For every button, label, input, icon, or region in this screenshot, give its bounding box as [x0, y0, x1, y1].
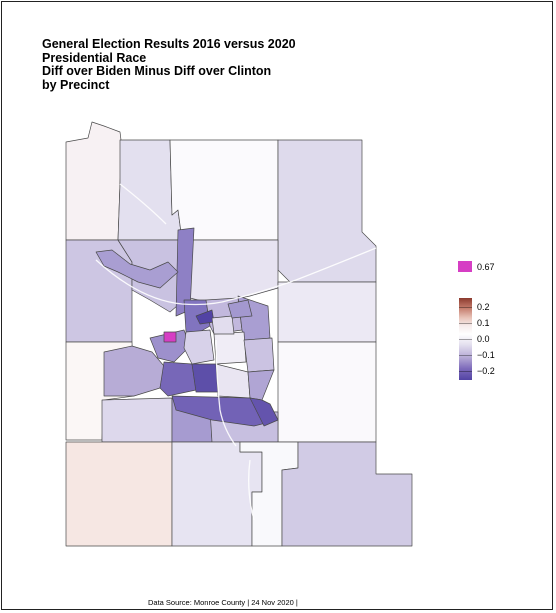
legend-tick-mark [459, 307, 472, 308]
legend-special-swatch [458, 261, 472, 272]
precinct-north-branch [95, 249, 179, 289]
precinct-core-west [103, 345, 165, 397]
legend-tick-mark [459, 339, 472, 340]
legend-tick-label: 0.2 [477, 302, 490, 312]
legend-tick-label: −0.1 [477, 350, 495, 360]
legend-special-label: 0.67 [477, 262, 495, 272]
precinct-highlight [163, 331, 177, 343]
precinct-core-h [191, 363, 219, 393]
precinct-sw [65, 441, 173, 547]
precinct-center-north [181, 239, 279, 303]
precinct-core-j [247, 369, 275, 401]
precinct-south-1 [171, 441, 263, 547]
precinct-core-i [215, 363, 251, 399]
precinct-core-ne [227, 299, 253, 319]
legend-tick-mark [459, 323, 472, 324]
title-line-2: Presidential Race [42, 50, 147, 65]
title-line-1: General Election Results 2016 versus 202… [42, 37, 296, 51]
precinct-nw [65, 121, 123, 241]
legend-tick-label: 0.0 [477, 334, 490, 344]
precinct-sw-3 [101, 397, 173, 443]
precinct-east-2 [277, 281, 377, 343]
precinct-core-d [183, 329, 215, 365]
precinct-ne [277, 139, 377, 283]
precinct-core-g [159, 361, 197, 397]
precinct-core-nw [149, 329, 191, 363]
title-line-3: Diff over Biden Minus Diff over Clinton [42, 64, 272, 79]
precinct-core-f [243, 337, 275, 373]
title-line-4: by Precinct [42, 77, 110, 92]
precinct-core-e [213, 331, 247, 365]
map-title: General Election Results 2016 versus 202… [42, 37, 296, 92]
precinct-east-3 [277, 341, 377, 443]
legend-tick-label: 0.1 [477, 318, 490, 328]
data-source-note: Data Source: Monroe County | 24 Nov 2020… [148, 598, 298, 607]
legend-tick-mark [459, 355, 472, 356]
precinct-north-2 [169, 139, 279, 241]
legend-tick-mark [459, 371, 472, 372]
legend-color-bar [459, 298, 472, 380]
precinct-core-se [249, 397, 279, 427]
precinct-core-n2 [211, 315, 235, 335]
legend-tick-label: −0.2 [477, 366, 495, 376]
precinct-se [281, 441, 413, 547]
